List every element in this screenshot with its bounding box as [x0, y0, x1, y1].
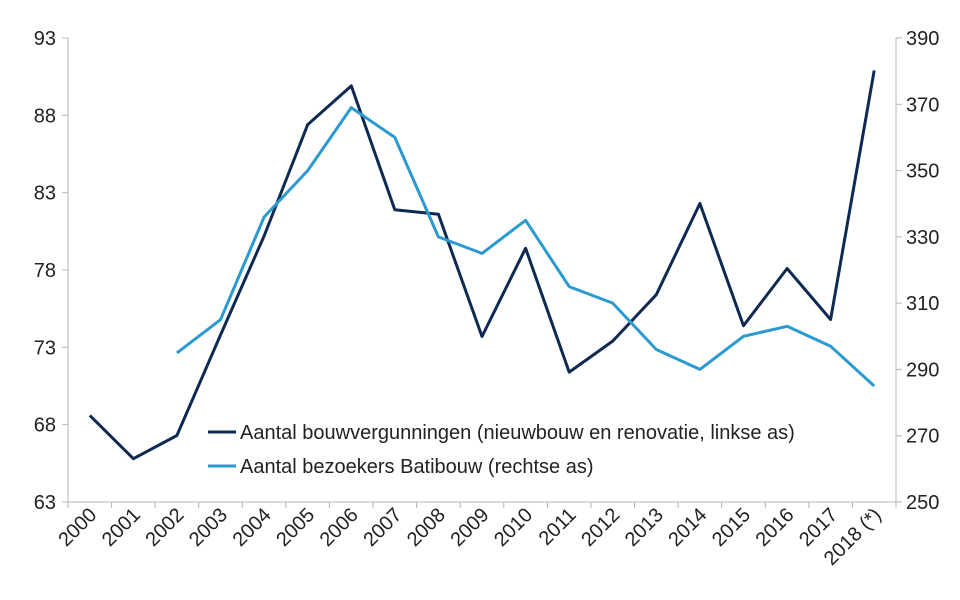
- series-line-0: [88, 70, 876, 461]
- x-tick-label: 2012: [577, 504, 624, 551]
- left-tick-label: 83: [34, 183, 56, 205]
- right-tick-label: 390: [906, 28, 939, 50]
- x-tick-label: 2005: [272, 504, 319, 551]
- x-tick-label: 2011: [535, 504, 581, 550]
- x-tick-label: 2016: [752, 504, 799, 551]
- x-tick-label: 2013: [621, 504, 668, 551]
- right-tick-label: 310: [906, 293, 939, 315]
- x-tick-label: 2000: [54, 504, 101, 551]
- left-tick-label: 93: [34, 28, 56, 50]
- series-line-1: [175, 106, 876, 388]
- x-tick-label: 2006: [316, 504, 363, 551]
- x-tick-label: 2015: [708, 504, 755, 551]
- x-tick-label: 2010: [490, 504, 537, 551]
- x-tick-label: 2003: [185, 504, 232, 551]
- x-tick-label: 2007: [359, 504, 406, 551]
- right-tick-label: 290: [906, 359, 939, 381]
- legend: Aantal bouwvergunningen (nieuwbouw en re…: [208, 422, 795, 478]
- right-tick-label: 350: [906, 161, 939, 183]
- x-tick-label: 2002: [141, 504, 188, 551]
- left-tick-label: 73: [34, 337, 56, 359]
- series-lines: [88, 70, 876, 461]
- x-tick-label: 2009: [447, 504, 494, 551]
- x-tick-label: 2004: [229, 504, 276, 551]
- x-tick-label: 2008: [403, 504, 450, 551]
- left-tick-labels: 63 68 73 78 83 88 93: [34, 28, 68, 514]
- right-tick-label: 250: [906, 492, 939, 514]
- right-tick-label: 330: [906, 227, 939, 249]
- left-tick-label: 63: [34, 492, 56, 514]
- x-tick-label: 2001: [98, 504, 145, 551]
- legend-label-bouwvergunningen: Aantal bouwvergunningen (nieuwbouw en re…: [240, 422, 795, 444]
- legend-label-batibouw: Aantal bezoekers Batibouw (rechtse as): [240, 456, 594, 478]
- x-tick-labels: 2000200120022003200420052006200720082009…: [54, 502, 897, 570]
- right-tick-label: 370: [906, 94, 939, 116]
- left-tick-label: 78: [34, 260, 56, 282]
- right-tick-label: 270: [906, 426, 939, 448]
- left-tick-label: 88: [34, 105, 56, 127]
- x-tick-label: 2014: [664, 504, 711, 551]
- right-tick-labels: 250 270 290 310 330 350 370 390: [896, 28, 939, 514]
- left-tick-label: 68: [34, 415, 56, 437]
